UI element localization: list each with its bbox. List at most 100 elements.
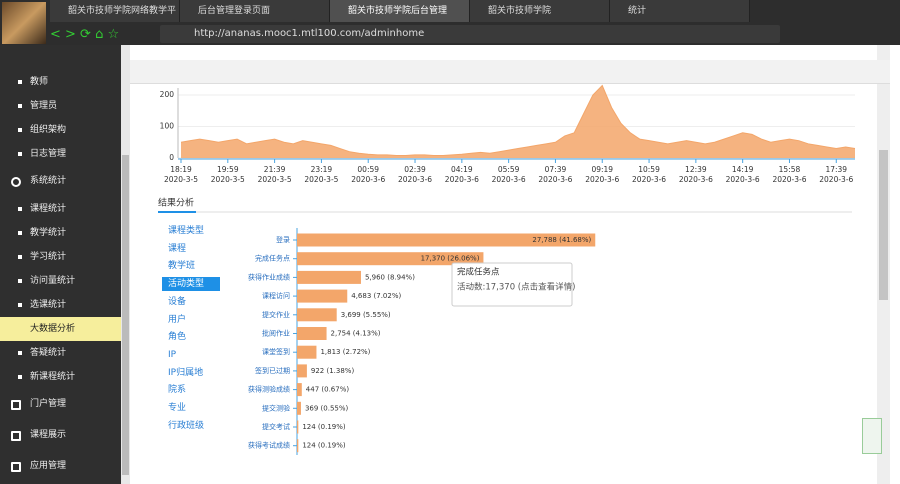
area-line: [180, 84, 856, 156]
dimension-tab[interactable]: 教学班: [168, 261, 196, 272]
x-tick-date: 2020-3-5: [304, 175, 338, 184]
dimension-tab[interactable]: 课程类型: [168, 226, 205, 236]
dimension-tab[interactable]: IP: [168, 349, 177, 360]
dimension-tab[interactable]: IP归属地: [168, 367, 204, 378]
menu-section[interactable]: 系统统计: [0, 166, 121, 197]
menu-item[interactable]: 答疑统计: [0, 341, 121, 365]
x-tick-date: 2020-3-5: [258, 175, 292, 184]
bar: [297, 383, 302, 397]
bar: [297, 270, 361, 284]
area-fill: [181, 85, 855, 158]
section-tab-underline: [158, 211, 196, 213]
value-label: 3,699 (5.55%): [341, 311, 391, 319]
menu-section[interactable]: 应用管理: [0, 451, 121, 482]
browser-tab[interactable]: 韶关市技师学院后台管理: [330, 0, 470, 22]
menu-section[interactable]: 门户管理: [0, 389, 121, 420]
y-tick-label: 完成任务点: [255, 254, 290, 263]
x-tick-date: 2020-3-6: [772, 175, 806, 184]
dimension-tab[interactable]: 设备: [168, 296, 187, 307]
x-tick-label: 15:58: [779, 165, 801, 174]
menu-item[interactable]: 教学统计: [0, 221, 121, 245]
x-tick-date: 2020-3-5: [211, 175, 245, 184]
y-tick-label: 提交作业: [262, 310, 290, 319]
sidebar: [0, 45, 121, 484]
x-tick-date: 2020-3-6: [351, 175, 385, 184]
sidebar-scrollbar: [121, 45, 130, 484]
value-label: 922 (1.38%): [311, 367, 355, 375]
y-tick-label: 200: [160, 90, 175, 99]
x-tick-label: 19:59: [217, 165, 239, 174]
menu-item[interactable]: 大数据分析: [0, 317, 121, 341]
section-tab: 结果分析: [158, 197, 194, 209]
bar: [297, 420, 299, 434]
dimension-tab[interactable]: 专业: [168, 403, 187, 413]
y-tick-label: 提交考试: [262, 422, 290, 431]
menu-item[interactable]: 新课程统计: [0, 365, 121, 389]
browser-tab[interactable]: 韶关市技师学院: [470, 0, 610, 22]
y-tick-label: 课堂签到: [262, 347, 290, 356]
bar: [297, 308, 337, 322]
page-scrollbar: [877, 45, 890, 484]
x-tick-label: 05:59: [498, 165, 520, 174]
menu-item[interactable]: 教师: [0, 70, 121, 94]
menu-item[interactable]: 组织架构: [0, 118, 121, 142]
nav-buttons[interactable]: < > ⟳ ⌂ ☆: [50, 27, 120, 42]
value-label: 17,370 (26.06%): [421, 255, 480, 263]
y-tick-label: 登录: [276, 235, 290, 244]
x-tick-date: 2020-3-6: [398, 175, 432, 184]
x-tick-label: 14:19: [732, 165, 754, 174]
tooltip: [451, 262, 573, 307]
value-label: 4,683 (7.02%): [351, 292, 401, 300]
dimension-tab[interactable]: 课程: [168, 243, 187, 254]
x-tick-date: 2020-3-6: [726, 175, 760, 184]
y-tick-label: 签到已过期: [255, 366, 290, 375]
menu-item[interactable]: 日志管理: [0, 142, 121, 166]
x-tick-date: 2020-3-6: [585, 175, 619, 184]
x-tick-label: 12:39: [685, 165, 707, 174]
value-label: 124 (0.19%): [302, 423, 346, 431]
bar: [297, 439, 299, 453]
bar: [297, 345, 317, 359]
x-tick-label: 23:19: [311, 165, 333, 174]
menu-item[interactable]: 管理员: [0, 94, 121, 118]
dimension-tab[interactable]: 院系: [168, 385, 187, 396]
tooltip-title: 完成任务点: [457, 267, 500, 278]
y-tick-label: 提交测验: [262, 403, 290, 412]
browser-tab[interactable]: 韶关市技师学院网络教学平: [50, 0, 180, 22]
x-tick-label: 21:39: [264, 165, 286, 174]
y-tick-label: 获得考试成绩: [248, 441, 290, 450]
x-tick-label: 00:59: [357, 165, 379, 174]
browser-tab[interactable]: 后台管理登录页面: [180, 0, 330, 22]
filter-bar: [130, 60, 890, 84]
x-tick-label: 07:39: [545, 165, 567, 174]
x-tick-date: 2020-3-6: [632, 175, 666, 184]
menu-item[interactable]: 学习统计: [0, 245, 121, 269]
menu-item[interactable]: 课程统计: [0, 197, 121, 221]
y-tick-label: 获得测验成绩: [248, 385, 290, 394]
dimension-tab[interactable]: 活动类型: [162, 277, 220, 292]
x-tick-label: 10:59: [638, 165, 660, 174]
value-label: 5,960 (8.94%): [365, 273, 415, 281]
y-tick-label: 100: [160, 122, 175, 131]
address-bar[interactable]: [160, 25, 780, 43]
avatar[interactable]: [2, 2, 46, 44]
menu-item[interactable]: 选课统计: [0, 293, 121, 317]
browser-tab[interactable]: 统计: [610, 0, 750, 22]
url: http://ananas.mooc1.mtl100.com/adminhome: [194, 28, 425, 39]
value-label: 124 (0.19%): [302, 442, 346, 450]
scroll-top-button[interactable]: [862, 418, 882, 454]
bar: [297, 233, 596, 247]
y-tick-label: 获得作业成绩: [248, 272, 290, 281]
menu-section[interactable]: 课程展示: [0, 420, 121, 451]
bar: [297, 252, 484, 266]
x-tick-label: 02:39: [404, 165, 426, 174]
x-tick-date: 2020-3-6: [819, 175, 853, 184]
menu-item[interactable]: 访问量统计: [0, 269, 121, 293]
bar: [297, 364, 307, 378]
dimension-tab[interactable]: 角色: [168, 332, 187, 343]
dimension-tab[interactable]: 行政班级: [168, 420, 205, 431]
y-tick-label: 批阅作业: [262, 329, 290, 338]
dimension-tab[interactable]: 用户: [168, 314, 187, 325]
